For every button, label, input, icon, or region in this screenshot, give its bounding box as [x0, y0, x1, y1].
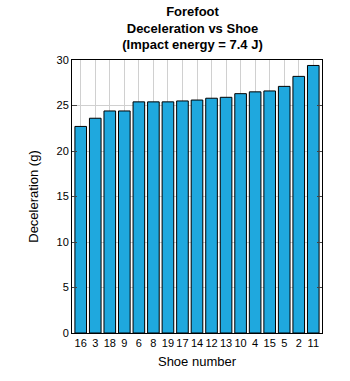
svg-text:14: 14 — [191, 337, 203, 349]
svg-text:ForefootDeceleration vs Shoe(I: ForefootDeceleration vs Shoe(Impact ener… — [122, 4, 263, 53]
svg-text:8: 8 — [150, 337, 156, 349]
svg-text:2: 2 — [296, 337, 302, 349]
svg-text:Shoe number: Shoe number — [158, 354, 237, 369]
svg-text:20: 20 — [57, 145, 69, 157]
svg-text:13: 13 — [220, 337, 232, 349]
svg-text:11: 11 — [308, 337, 319, 349]
svg-text:4: 4 — [252, 337, 258, 349]
svg-text:16: 16 — [75, 337, 87, 349]
svg-text:17: 17 — [176, 337, 188, 349]
svg-text:19: 19 — [162, 337, 174, 349]
svg-text:Deceleration (g): Deceleration (g) — [26, 150, 41, 243]
svg-text:25: 25 — [57, 99, 69, 111]
svg-text:5: 5 — [281, 337, 287, 349]
svg-text:30: 30 — [57, 54, 69, 66]
svg-text:12: 12 — [205, 337, 217, 349]
svg-text:3: 3 — [92, 337, 98, 349]
svg-text:15: 15 — [57, 190, 69, 202]
svg-text:18: 18 — [104, 337, 116, 349]
svg-text:5: 5 — [63, 281, 69, 293]
svg-text:15: 15 — [264, 337, 276, 349]
svg-text:10: 10 — [234, 337, 246, 349]
svg-text:9: 9 — [121, 337, 127, 349]
svg-text:10: 10 — [57, 236, 69, 248]
svg-text:6: 6 — [136, 337, 142, 349]
svg-text:0: 0 — [63, 327, 69, 339]
